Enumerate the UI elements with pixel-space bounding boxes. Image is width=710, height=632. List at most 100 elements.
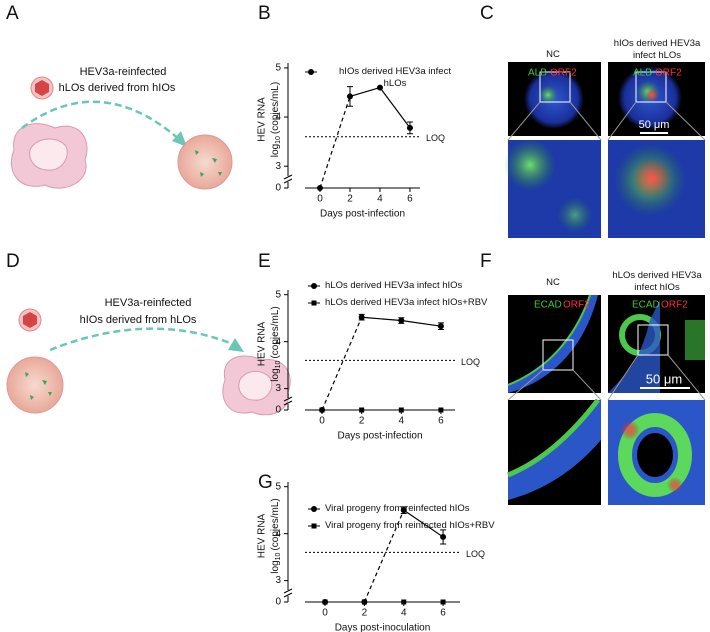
point — [346, 93, 353, 100]
panel-label: D — [6, 251, 20, 272]
panel-label: F — [480, 251, 492, 272]
y-tick-label: 0 — [275, 183, 281, 194]
column-header: hIOs derived HEV3a infect hLOs — [613, 38, 701, 61]
y-tick-label: 5 — [275, 289, 281, 300]
legend-marker — [311, 300, 317, 306]
panel-label: C — [480, 3, 494, 24]
y-tick-label: 3 — [275, 383, 281, 394]
scale-bar-label: 50 μm — [646, 371, 682, 386]
y-tick-label: 3 — [275, 575, 281, 586]
y-axis-label: HEV RNA — [257, 321, 268, 366]
stain-label: ALB — [633, 68, 652, 79]
point — [438, 407, 444, 413]
micrograph-f — [507, 294, 706, 505]
x-axis-label: Days post-inoculation — [335, 623, 431, 632]
stain-label: ORF2 — [661, 300, 688, 311]
y-tick-label: 4 — [275, 528, 281, 539]
point — [437, 323, 444, 330]
panel-label: G — [258, 472, 273, 493]
point — [358, 314, 365, 321]
column-header: NC — [546, 277, 560, 288]
y-axis-label: log10 (copies/mL) — [270, 498, 282, 573]
stain-label: ECAD — [534, 300, 562, 311]
diagram-text: hLOs derived from hIOs — [59, 82, 176, 94]
legend-label: Viral progeny from reinfected hIOs — [325, 503, 470, 514]
y-tick-label: 4 — [275, 336, 281, 347]
y-tick-label: 3 — [275, 161, 281, 172]
line-segment — [379, 87, 411, 129]
loq-label: LOQ — [426, 133, 445, 143]
line-segment — [321, 316, 363, 411]
y-axis-label-part: 10 — [275, 360, 282, 368]
panel-label: E — [258, 251, 271, 272]
axis-break — [283, 588, 293, 594]
x-tick-label: 2 — [359, 416, 365, 427]
y-axis-label-part: log — [270, 560, 281, 573]
point — [376, 84, 383, 91]
axis-break — [283, 396, 293, 402]
x-tick-label: 6 — [407, 194, 413, 205]
column-header: hLOs derived HEV3a infect hIOs — [612, 270, 702, 293]
point — [319, 407, 325, 413]
loq-label: LOQ — [461, 357, 480, 367]
y-axis-label: HEV RNA — [257, 513, 268, 558]
legend-marker — [311, 283, 317, 289]
point — [440, 599, 446, 605]
x-tick-label: 4 — [401, 608, 407, 619]
y-axis-label-part: (copies/mL) — [270, 82, 281, 134]
diagram-d — [6, 308, 291, 416]
loq-label: LOQ — [466, 549, 485, 559]
stain-label: ORF2 — [655, 68, 682, 79]
y-axis-label-part: log — [270, 368, 281, 381]
diagram-text: hIOs derived from hLOs — [80, 314, 197, 326]
y-tick-label: 4 — [275, 112, 281, 123]
y-axis-label: log10 (copies/mL) — [270, 306, 282, 381]
legend-label: Viral progeny from reinfected hIOs+RBV — [325, 520, 495, 531]
point — [440, 533, 447, 540]
y-axis-label: HEV RNA — [257, 97, 268, 142]
legend-marker — [311, 523, 317, 529]
y-tick-label: 5 — [275, 63, 281, 74]
point — [398, 317, 405, 324]
y-axis-label-part: log — [270, 144, 281, 157]
legend-label: hLOs derived HEV3a infect hIOs — [325, 280, 463, 291]
panel-label: B — [258, 3, 271, 24]
x-tick-label: 0 — [322, 608, 328, 619]
line-segment — [401, 319, 442, 327]
point — [398, 407, 404, 413]
legend-label: hIOs derived HEV3a infect hLOs — [339, 66, 451, 89]
axis-break — [283, 592, 293, 598]
scale-bar-label: 50 μm — [639, 119, 670, 131]
y-tick-label: 5 — [275, 481, 281, 492]
panel-label: A — [6, 3, 19, 24]
legend-label: hLOs derived HEV3a infect hIOs+RBV — [325, 297, 488, 308]
y-axis-label: log10 (copies/mL) — [270, 82, 282, 157]
x-axis-label: Days post-infection — [337, 431, 422, 442]
axis-break — [283, 400, 293, 406]
column-header: NC — [546, 49, 560, 60]
y-tick-label: 0 — [275, 405, 281, 416]
line-segment — [403, 509, 444, 538]
diagram-a — [10, 76, 233, 190]
y-axis-label-part: (copies/mL) — [270, 306, 281, 358]
x-tick-label: 0 — [319, 416, 325, 427]
stain-label: ORF2 — [550, 68, 577, 79]
point — [361, 599, 367, 605]
point — [316, 185, 323, 191]
x-tick-label: 0 — [317, 194, 323, 205]
axis-break — [283, 174, 293, 180]
stain-label: ALB — [528, 68, 547, 79]
stain-label: ORF2 — [563, 300, 590, 311]
x-tick-label: 2 — [362, 608, 368, 619]
point — [400, 507, 407, 514]
y-tick-label: 0 — [275, 597, 281, 608]
y-axis-label-part: 10 — [275, 136, 282, 144]
y-axis-label-part: 10 — [275, 552, 282, 560]
line-segment — [361, 316, 402, 322]
axis-break — [283, 178, 293, 184]
legend-marker — [308, 69, 314, 75]
line-segment — [363, 509, 405, 603]
y-axis-label-part: (copies/mL) — [270, 498, 281, 550]
x-tick-label: 2 — [347, 194, 353, 205]
